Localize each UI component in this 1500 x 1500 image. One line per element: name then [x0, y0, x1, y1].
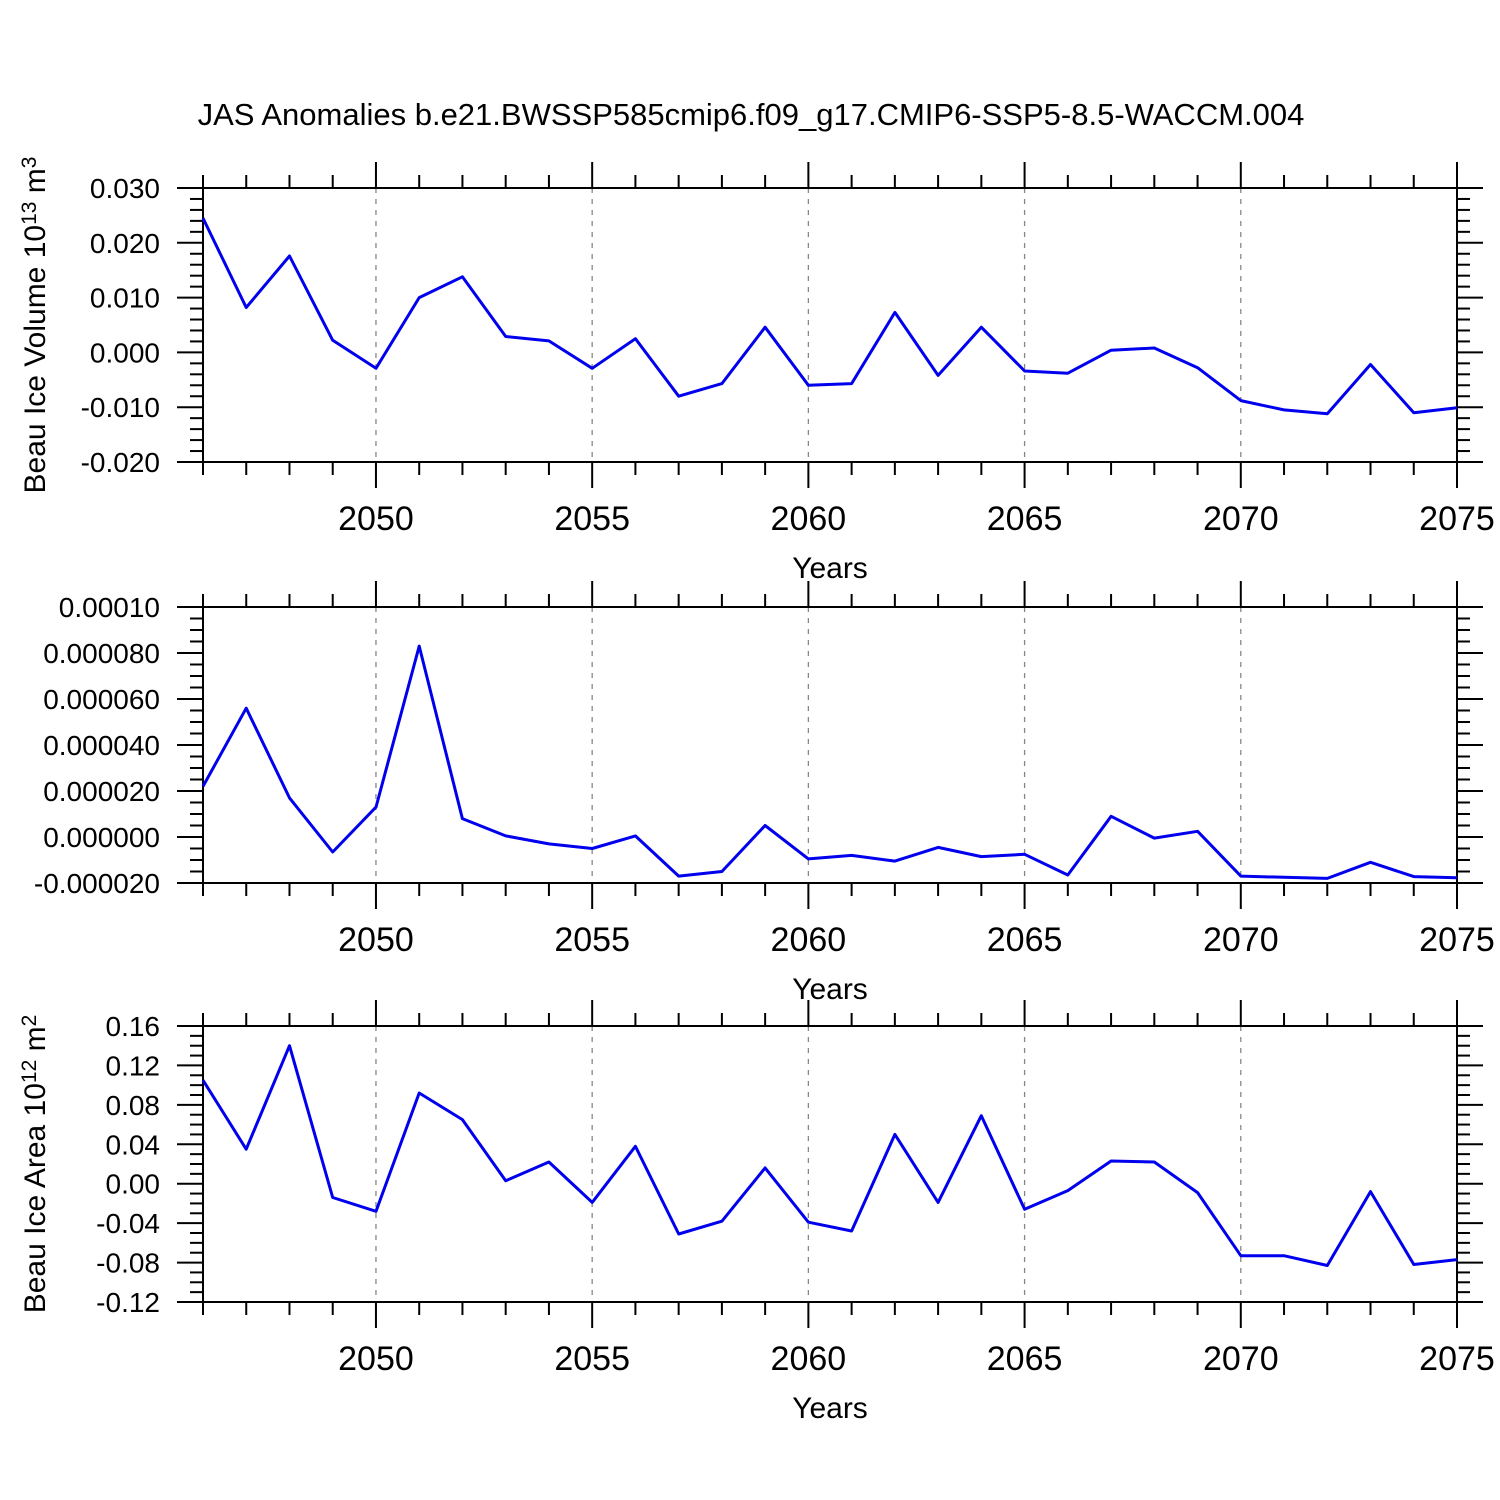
plot-frame	[202, 606, 1458, 884]
y-tick-label: 0.030	[90, 173, 160, 204]
y-tick-label: 0.000060	[43, 684, 160, 715]
plot-frame	[202, 187, 1458, 463]
x-axis-title: Years	[792, 552, 868, 585]
x-tick-label: 2055	[554, 500, 630, 538]
y-axis-title: Beau Ice Area 1012 m2	[18, 1015, 52, 1314]
panel-beau-ice-area: 0.16 0.12 0.08 0.04 0.00 -0.04 -0.08 -0.12 2050 2…	[18, 1000, 1495, 1425]
y-tick-label: 0.000020	[43, 776, 160, 807]
x-tick-label: 2075	[1419, 500, 1495, 538]
x-tick-label: 2075	[1419, 1340, 1495, 1378]
figure-title: JAS Anomalies b.e21.BWSSP585cmip6.f09_g1…	[198, 97, 1305, 132]
x-tick-label: 2050	[338, 500, 414, 538]
x-tick-label: 2070	[1203, 500, 1279, 538]
y-tick-label: -0.010	[81, 392, 160, 423]
x-axis-title: Years	[792, 1392, 868, 1425]
y-tick-label: 0.00	[106, 1169, 161, 1200]
y-tick-label: 0.010	[90, 283, 160, 314]
beau-ice-volume-line	[201, 217, 1458, 416]
x-tick-label: 2055	[554, 1340, 630, 1378]
y-tick-label: 0.000	[90, 337, 160, 368]
panels-container: 0.030 0.020 0.010 0.000 -0.010 -0.020 2050 2055…	[18, 157, 1495, 1425]
x-tick-label: 2070	[1203, 1340, 1279, 1378]
x-tick-label: 2065	[987, 500, 1063, 538]
y-tick-label: 0.08	[106, 1090, 161, 1121]
y-tick-label: 0.12	[106, 1050, 161, 1081]
panel-middle-series: 0.00010 0.000080 0.000060 0.000040 0.000020 0…	[34, 581, 1495, 1006]
x-tick-label: 2070	[1203, 921, 1279, 959]
y-tick-label: 0.16	[106, 1011, 161, 1042]
x-tick-label: 2065	[987, 1340, 1063, 1378]
y-tick-label: -0.000020	[34, 868, 160, 899]
x-tick-label: 2060	[771, 1340, 847, 1378]
x-tick-label: 2055	[554, 921, 630, 959]
y-tick-label: -0.020	[81, 447, 160, 478]
y-tick-label: 0.000000	[43, 822, 160, 853]
y-tick-label: 0.00010	[59, 592, 160, 623]
x-tick-label: 2060	[771, 921, 847, 959]
y-tick-label: 0.000080	[43, 638, 160, 669]
middle-series-line	[201, 644, 1458, 880]
beau-ice-area-line	[201, 1044, 1458, 1267]
y-tick-label: -0.12	[96, 1287, 160, 1318]
panel-beau-ice-volume: 0.030 0.020 0.010 0.000 -0.010 -0.020 2050 2055…	[18, 157, 1495, 585]
y-axis-title: Beau Ice Volume 1013 m3	[18, 157, 52, 494]
plot-frame	[202, 1025, 1458, 1303]
y-tick-label: 0.000040	[43, 730, 160, 761]
x-tick-label: 2050	[338, 1340, 414, 1378]
y-tick-label: -0.08	[96, 1248, 160, 1279]
y-tick-label: -0.04	[96, 1208, 160, 1239]
x-axis-title: Years	[792, 973, 868, 1006]
x-tick-label: 2075	[1419, 921, 1495, 959]
x-tick-label: 2050	[338, 921, 414, 959]
x-tick-label: 2065	[987, 921, 1063, 959]
x-tick-label: 2060	[771, 500, 847, 538]
y-tick-label: 0.04	[106, 1129, 161, 1160]
y-tick-label: 0.020	[90, 228, 160, 259]
